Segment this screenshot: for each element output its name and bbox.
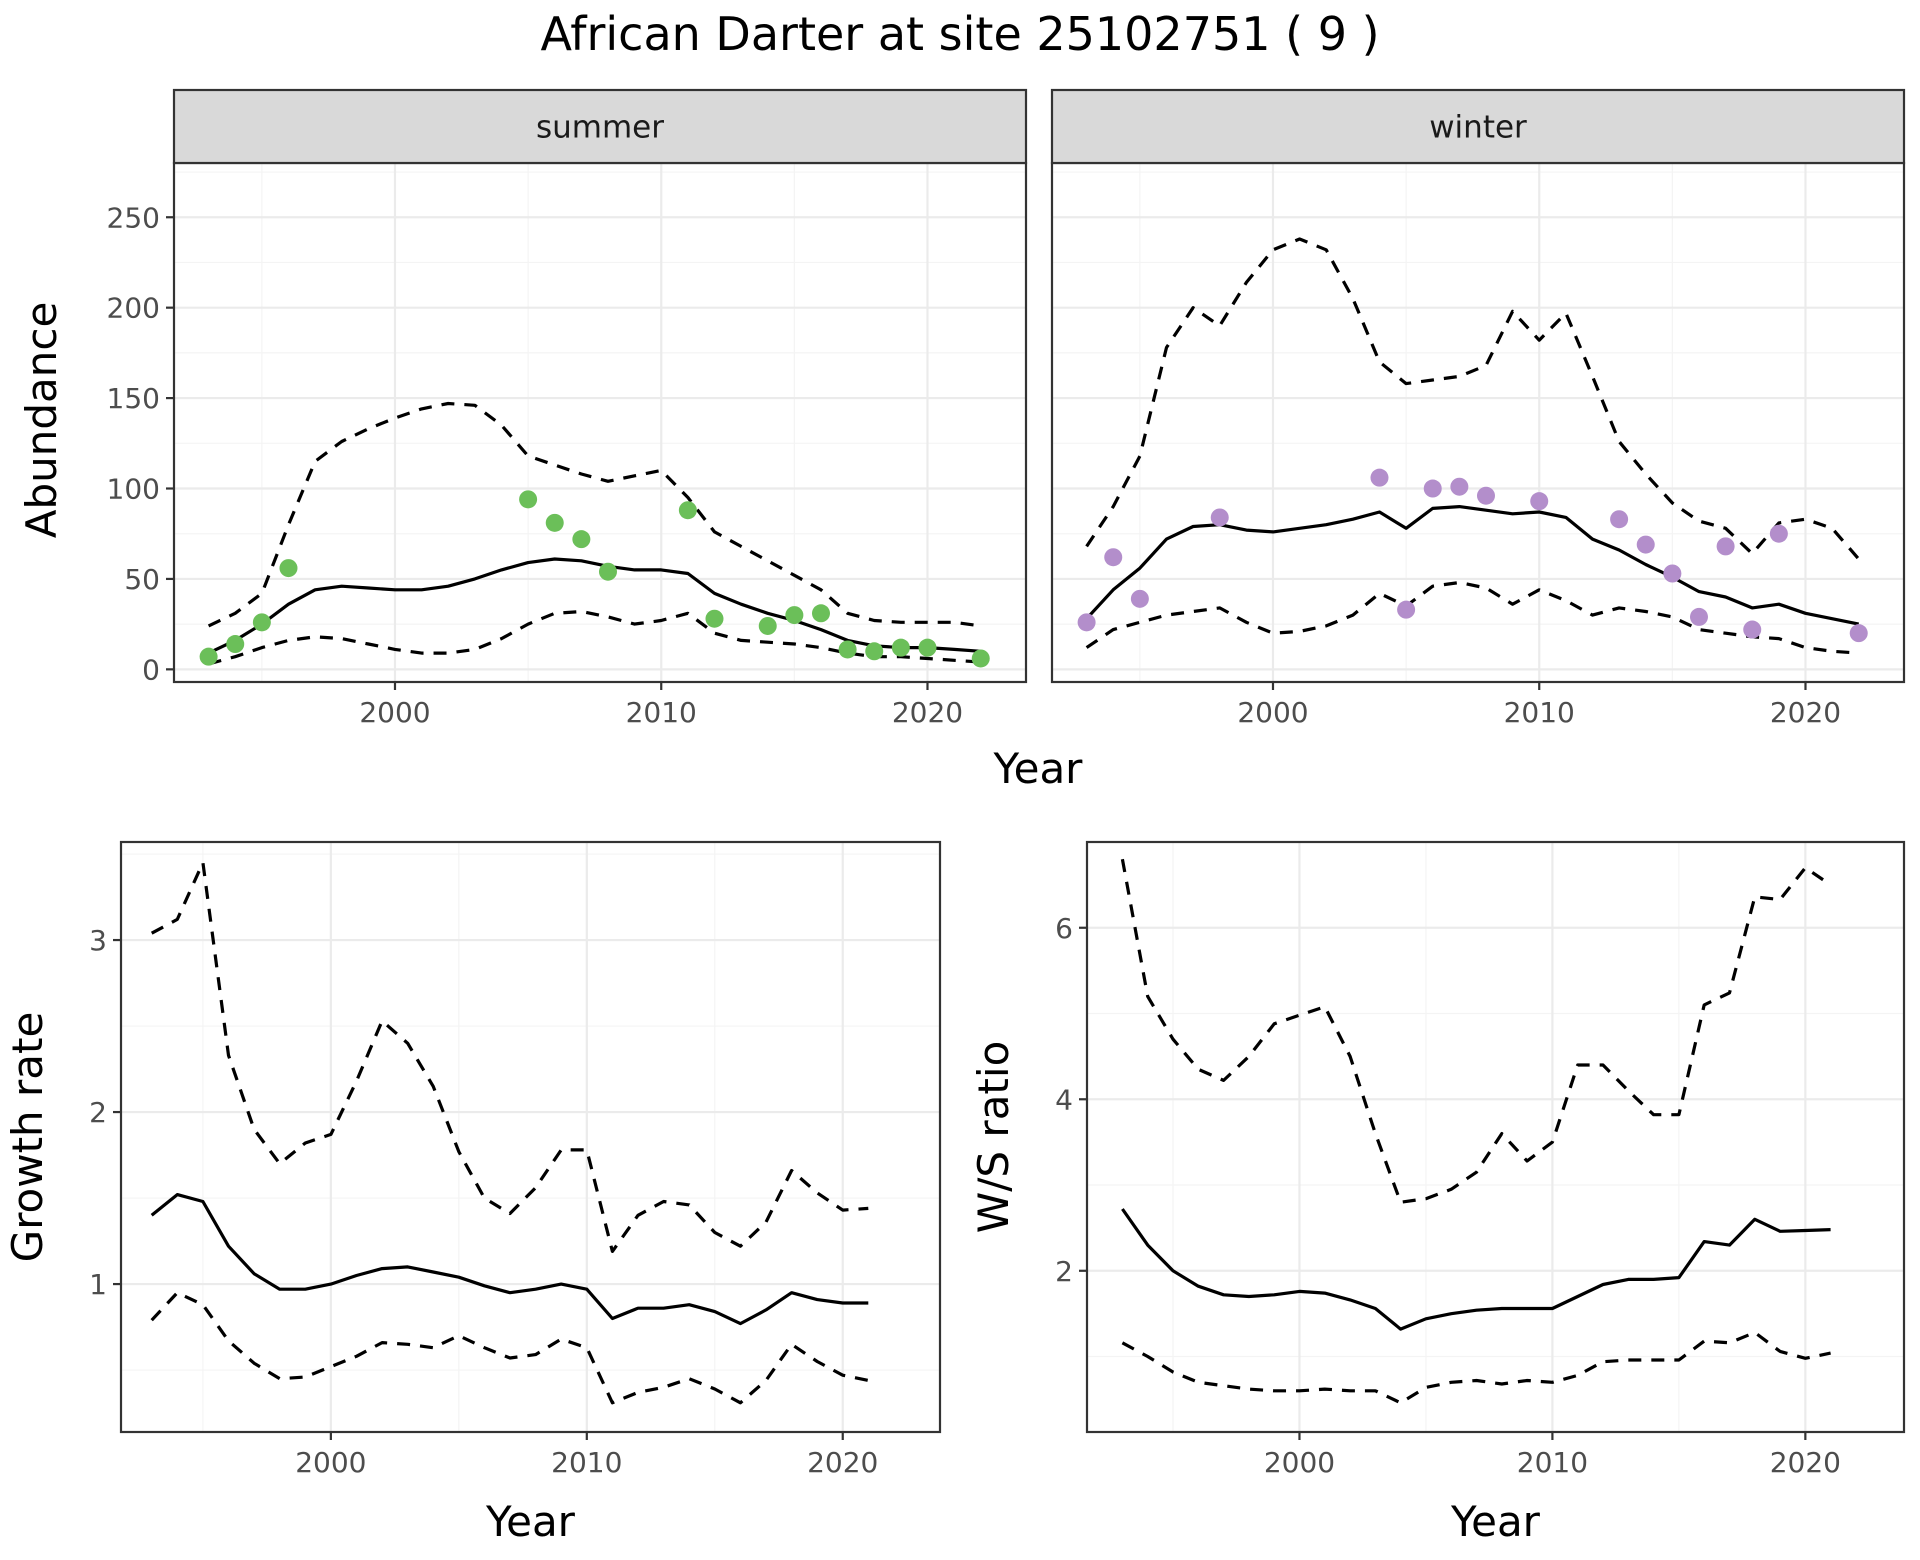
observed-point <box>1530 492 1549 511</box>
chart-title: African Darter at site 25102751 ( 9 ) <box>540 7 1379 61</box>
x-tick-label: 2000 <box>1237 696 1308 729</box>
observed-point <box>705 609 724 628</box>
y-axis-title: W/S ratio <box>969 1041 1018 1234</box>
x-tick-label: 2010 <box>626 696 697 729</box>
x-tick-label: 2010 <box>1517 1446 1588 1479</box>
panel-background <box>1087 842 1904 1432</box>
observed-point <box>1769 524 1788 543</box>
y-tick-label: 150 <box>107 382 160 415</box>
observed-point <box>1130 589 1149 608</box>
observed-point <box>971 649 990 668</box>
observed-point <box>1077 613 1096 632</box>
observed-point <box>891 638 910 657</box>
observed-point <box>678 501 697 520</box>
observed-point <box>1610 510 1629 529</box>
y-tick-label: 50 <box>124 563 160 596</box>
median-line <box>150 1193 869 1326</box>
y-tick-label: 1 <box>89 1268 107 1301</box>
y-axis-title: Growth rate <box>3 1012 52 1263</box>
y-tick-label: 4 <box>1055 1083 1073 1116</box>
top-y-axis-title: Abundance <box>17 302 66 539</box>
observed-point <box>279 559 298 578</box>
observed-point <box>1370 468 1389 487</box>
ws-ratio-panel: 2000 2010 2020 2 4 6 Year W/S ratio <box>969 840 1906 1546</box>
facet-strip-label: summer <box>536 110 664 146</box>
panel-border <box>1085 840 1906 1434</box>
observed-point <box>226 635 245 654</box>
observed-point <box>598 562 617 581</box>
facet-strip-label: winter <box>1429 110 1527 146</box>
y-tick-label: 2 <box>89 1096 107 1129</box>
y-tick-label: 6 <box>1055 912 1073 945</box>
x-tick-label: 2010 <box>1504 696 1575 729</box>
observed-point <box>811 604 830 623</box>
observed-point <box>1210 508 1229 527</box>
observed-point <box>1716 537 1735 556</box>
observed-point <box>1104 548 1123 567</box>
observed-point <box>1663 564 1682 583</box>
observed-point <box>838 640 857 659</box>
x-tick-label: 2000 <box>295 1446 366 1479</box>
y-tick-label: 0 <box>142 653 160 686</box>
upper-bound-line <box>1120 858 1832 1204</box>
x-tick-label: 2020 <box>807 1446 878 1479</box>
x-axis-title: Year <box>1450 1497 1541 1546</box>
upper-bound-line <box>1085 237 1860 561</box>
panel-background <box>121 842 940 1432</box>
median-line <box>1121 1208 1831 1331</box>
lower-bound-line <box>1085 580 1859 655</box>
observed-point <box>1849 624 1868 643</box>
facet-strip <box>1050 88 1906 165</box>
observed-point <box>1423 479 1442 498</box>
median-line <box>207 557 981 655</box>
observed-point <box>1450 477 1469 496</box>
observed-point <box>572 530 591 549</box>
y-tick-label: 200 <box>107 292 160 325</box>
y-tick-label: 100 <box>107 473 160 506</box>
y-tick-label: 2 <box>1055 1255 1073 1288</box>
observed-point <box>918 638 937 657</box>
x-tick-label: 2010 <box>551 1446 622 1479</box>
observed-point <box>1476 486 1495 505</box>
observed-point <box>1743 620 1762 639</box>
panel-border <box>119 840 942 1434</box>
observed-point <box>545 513 564 532</box>
top-x-axis-title: Year <box>993 744 1084 793</box>
observed-point <box>199 647 218 666</box>
x-tick-label: 2020 <box>1770 696 1841 729</box>
upper-bound-line <box>207 401 981 628</box>
y-tick-label: 3 <box>89 924 107 957</box>
observed-point <box>758 616 777 635</box>
panel-background <box>174 163 1026 682</box>
observed-point <box>1689 607 1708 626</box>
x-tick-label: 2020 <box>1770 1446 1841 1479</box>
winter-panel: winter 2000 2010 2020 <box>1050 88 1906 729</box>
facet-strip <box>172 88 1028 165</box>
lower-bound-line <box>1121 1330 1831 1405</box>
observed-point <box>1636 535 1655 554</box>
x-axis-title: Year <box>485 1497 576 1546</box>
x-tick-label: 2000 <box>359 696 430 729</box>
x-tick-label: 2020 <box>892 696 963 729</box>
observed-point <box>519 490 538 509</box>
upper-bound-line <box>150 861 869 1253</box>
x-tick-label: 2000 <box>1264 1446 1335 1479</box>
growth-rate-panel: 2000 2010 2020 1 2 3 Year Growth rate <box>3 840 942 1546</box>
lower-bound-line <box>150 1291 869 1405</box>
observed-point <box>865 642 884 661</box>
panel-background <box>1052 163 1904 682</box>
observed-point <box>1397 600 1416 619</box>
observed-point <box>252 613 271 632</box>
summer-panel: summer 2000 2010 2020 0 50 100 150 200 250 <box>107 88 1028 729</box>
y-tick-label: 250 <box>107 201 160 234</box>
observed-point <box>785 606 804 625</box>
